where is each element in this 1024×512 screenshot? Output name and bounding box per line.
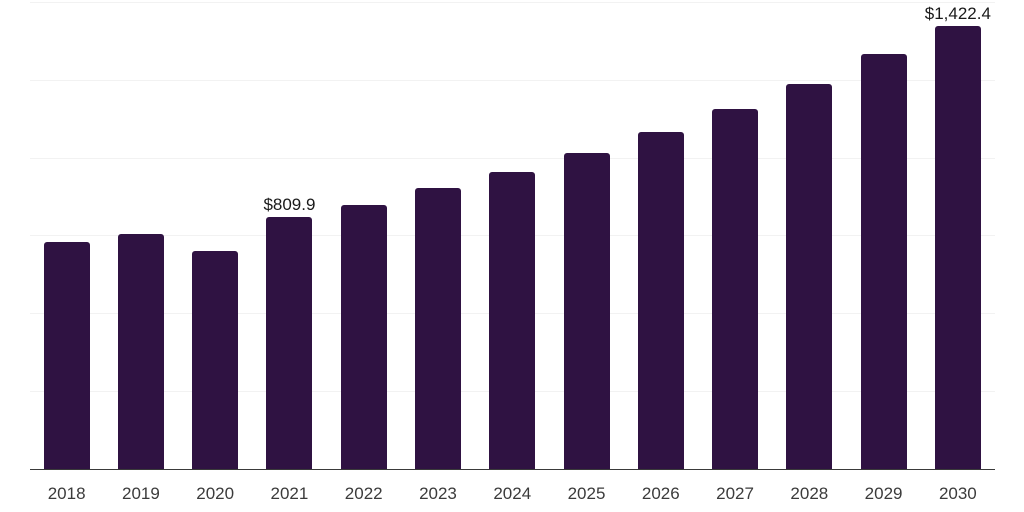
x-tick-label-2019: 2019	[121, 484, 160, 503]
bar-2028	[786, 84, 833, 469]
bar-value-label-2030: $1,422.4	[924, 4, 991, 24]
gridline-1500	[29, 2, 995, 3]
bar-2019	[117, 233, 164, 469]
x-tick-label-2026: 2026	[641, 484, 680, 503]
gridline-1000	[29, 157, 995, 159]
x-tick-label-2021: 2021	[270, 484, 309, 503]
bar-2026	[637, 132, 684, 469]
x-tick-label-2024: 2024	[493, 484, 532, 503]
bar-value-label-2021: $809.9	[263, 194, 316, 214]
x-tick-label-2029: 2029	[864, 484, 903, 503]
x-tick-label-2018: 2018	[47, 484, 86, 503]
x-tick-label-2027: 2027	[716, 484, 754, 503]
bar-2022	[340, 204, 387, 469]
bar-2027	[712, 109, 759, 469]
x-tick-label-2022: 2022	[344, 484, 383, 503]
x-tick-label-2023: 2023	[419, 484, 457, 503]
gridline-1250	[29, 79, 995, 81]
bar-2021	[266, 216, 313, 469]
bar-2023	[414, 188, 461, 469]
bar-2029	[860, 54, 907, 469]
plot-area: $809.9 $1,422.4	[29, 2, 995, 470]
x-tick-label-2020: 2020	[196, 484, 235, 503]
bar-2030	[934, 26, 981, 469]
bar-2020	[192, 250, 239, 469]
bar-2024	[489, 171, 536, 469]
bar-2018	[43, 242, 90, 469]
bar-2025	[563, 152, 610, 469]
x-tick-label-2028: 2028	[790, 484, 829, 503]
x-tick-label-2030: 2030	[938, 484, 977, 503]
x-axis-line	[29, 468, 995, 470]
x-tick-label-2025: 2025	[567, 484, 606, 503]
